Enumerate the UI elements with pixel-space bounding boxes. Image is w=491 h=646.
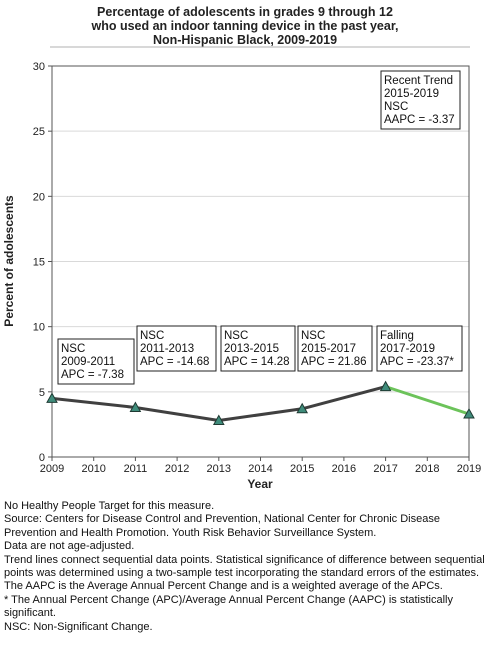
- y-tick-label: 10: [33, 322, 45, 334]
- annotation-box-border: [297, 325, 373, 372]
- annotation-text: APC = -14.68: [140, 356, 209, 368]
- x-tick-label: 2016: [332, 463, 356, 475]
- annotation-text: 2017-2019: [380, 343, 435, 355]
- footnote-significance: * The Annual Percent Change (APC)/Averag…: [4, 593, 454, 620]
- chart-title-line: Percentage of adolescents in grades 9 th…: [97, 5, 393, 19]
- data-point-marker: [296, 402, 309, 414]
- annotation-box-border: [136, 325, 217, 372]
- x-tick-label: 2010: [81, 463, 105, 475]
- chart-title-line: who used an indoor tanning device in the…: [90, 19, 398, 33]
- annotation-text: APC = -23.37*: [380, 356, 454, 368]
- y-tick-label: 5: [39, 387, 45, 399]
- chart-title-line: Non-Hispanic Black, 2009-2019: [153, 33, 337, 47]
- x-tick-label: 2015: [290, 463, 314, 475]
- y-tick-label: 0: [39, 452, 45, 464]
- x-tick-label: 2012: [165, 463, 189, 475]
- y-tick-label: 20: [33, 191, 45, 203]
- x-tick-label: 2019: [457, 463, 481, 475]
- annotation-box-border: [220, 325, 296, 372]
- y-tick-label: 30: [33, 61, 45, 73]
- annotation-text: 2009-2011: [61, 356, 115, 368]
- annotation-text: 2013-2015: [224, 343, 279, 355]
- footnotes: No Healthy People Target for this measur…: [4, 500, 488, 634]
- footnote-trend-lines: Trend lines connect sequential data poin…: [4, 553, 485, 580]
- annotation-text: NSC: [140, 330, 164, 342]
- annotation-text: Recent Trend: [384, 75, 453, 87]
- annotation-text: NSC: [61, 343, 85, 355]
- annotation-text: APC = 21.86: [301, 356, 367, 368]
- annotation-text: Falling: [380, 330, 414, 342]
- annotation-text: 2015-2017: [301, 343, 356, 355]
- data-point-marker: [379, 380, 392, 392]
- data-point-marker: [212, 414, 225, 426]
- annotation-box-border: [376, 325, 463, 372]
- x-tick-label: 2011: [124, 463, 148, 475]
- annotation-text: NSC: [301, 330, 325, 342]
- annotation-box-border: [57, 338, 135, 385]
- footnote-aapc: The AAPC is the Average Annual Percent C…: [4, 580, 443, 593]
- y-tick-label: 15: [33, 257, 45, 269]
- y-axis: 0 5 10 15 20 25 30: [33, 61, 52, 464]
- annotation-text: NSC: [384, 101, 408, 113]
- data-points: [46, 380, 475, 426]
- data-point-marker: [463, 407, 475, 419]
- data-point-marker: [46, 392, 58, 403]
- data-point-marker: [129, 401, 142, 412]
- chart-title: Percentage of adolescents in grades 9 th…: [90, 5, 398, 47]
- footnote-nsc: NSC: Non-Significant Change.: [4, 620, 153, 633]
- x-tick-label: 2009: [40, 463, 64, 475]
- x-axis: 2009 2010 2011 2012 2013 2014 2015 2016 2017 2018…: [40, 457, 481, 475]
- footnote-source: Source: Centers for Disease Control and …: [4, 513, 440, 539]
- x-tick-label: 2013: [207, 463, 231, 475]
- y-axis-title: Percent of adolescents: [2, 195, 16, 327]
- annotation-text: APC = 14.28: [224, 356, 290, 368]
- annotation-text: 2011-2013: [140, 343, 194, 355]
- footnote-age-adjusted: Data are not age-adjusted.: [4, 540, 135, 553]
- annotation-box-border: [380, 70, 461, 130]
- trend-line-segment: [385, 385, 470, 416]
- chart: Percentage of adolescents in grades 9 th…: [2, 5, 481, 491]
- annotation-text: AAPC = -3.37: [384, 114, 455, 126]
- x-axis-title: Year: [247, 477, 273, 491]
- x-tick-label: 2014: [248, 463, 272, 475]
- x-tick-label: 2018: [415, 463, 439, 475]
- annotation-text: NSC: [224, 330, 248, 342]
- footnote-target: No Healthy People Target for this measur…: [4, 500, 215, 512]
- y-tick-label: 25: [33, 126, 45, 138]
- annotation-text: 2015-2019: [384, 88, 439, 100]
- x-tick-label: 2017: [373, 463, 397, 475]
- annotation-text: APC = -7.38: [61, 369, 124, 381]
